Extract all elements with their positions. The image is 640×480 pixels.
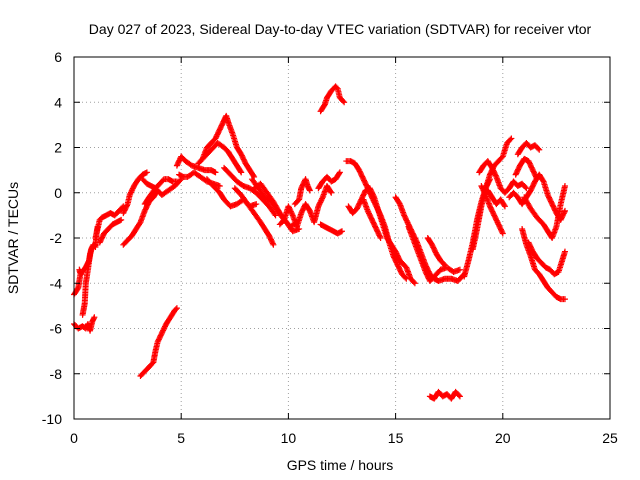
x-tick-label: 10	[281, 430, 297, 446]
y-tick-label: 4	[54, 94, 62, 110]
data-points	[71, 83, 568, 402]
y-tick-label: 0	[54, 185, 62, 201]
x-tick-label: 15	[388, 430, 404, 446]
data-point	[306, 187, 313, 194]
data-point	[270, 241, 277, 248]
data-point	[411, 280, 418, 287]
data-point	[535, 145, 542, 152]
data-point	[123, 202, 130, 209]
chart-title: Day 027 of 2023, Sidereal Day-to-day VTE…	[89, 21, 592, 37]
data-point	[91, 314, 98, 321]
data-point	[561, 209, 568, 216]
data-point	[561, 296, 568, 303]
y-tick-label: -6	[50, 321, 63, 337]
data-point	[269, 240, 276, 247]
data-point	[499, 229, 506, 236]
data-point	[319, 195, 326, 202]
data-point	[499, 230, 506, 237]
data-point	[328, 189, 335, 196]
data-point	[370, 192, 377, 199]
data-point	[237, 168, 244, 175]
y-tick-label: -4	[50, 275, 63, 291]
data-point	[327, 188, 334, 195]
x-tick-label: 5	[177, 430, 185, 446]
data-point	[456, 266, 463, 273]
data-point	[172, 306, 179, 313]
x-tick-label: 0	[70, 430, 78, 446]
data-point	[410, 279, 417, 286]
y-tick-label: 6	[54, 49, 62, 65]
data-point	[272, 212, 279, 219]
y-tick-label: -10	[42, 411, 62, 427]
data-point	[522, 184, 529, 191]
data-point	[456, 393, 463, 400]
data-point	[539, 177, 546, 184]
axis-ticks: 0 5 10 15 20 25 -10 -8 -6 -4 -2 0 2 4 6	[42, 49, 618, 446]
data-point	[376, 233, 383, 240]
data-point	[536, 146, 543, 153]
data-point	[238, 169, 245, 176]
data-point	[561, 182, 568, 189]
data-point	[508, 135, 515, 142]
data-point	[561, 248, 568, 255]
data-point	[74, 285, 81, 292]
data-point	[523, 185, 530, 192]
data-point	[336, 170, 343, 177]
x-tick-label: 25	[602, 430, 618, 446]
data-point	[340, 98, 347, 105]
data-point	[118, 216, 125, 223]
data-point	[377, 235, 384, 241]
data-point	[455, 392, 462, 399]
data-point	[173, 305, 180, 312]
x-tick-label: 20	[495, 430, 511, 446]
y-tick-label: 2	[54, 140, 62, 156]
data-point	[561, 207, 568, 214]
data-point	[507, 136, 514, 143]
data-point	[339, 228, 345, 235]
data-point	[440, 261, 447, 268]
data-point	[501, 202, 508, 209]
y-tick-label: -8	[50, 366, 63, 382]
data-point	[212, 169, 219, 176]
data-point	[143, 169, 150, 176]
data-point	[177, 177, 184, 184]
data-point	[501, 203, 508, 210]
data-point	[216, 182, 223, 189]
data-point	[492, 172, 499, 179]
data-point	[341, 99, 348, 106]
y-tick-label: -2	[50, 230, 63, 246]
data-point	[253, 201, 260, 208]
data-point	[441, 262, 448, 269]
data-point	[336, 169, 343, 176]
data-point	[289, 211, 296, 218]
data-point	[271, 211, 278, 218]
y-axis-label: SDTVAR / TECUs	[5, 182, 21, 294]
x-axis-label: GPS time / hours	[287, 457, 394, 473]
